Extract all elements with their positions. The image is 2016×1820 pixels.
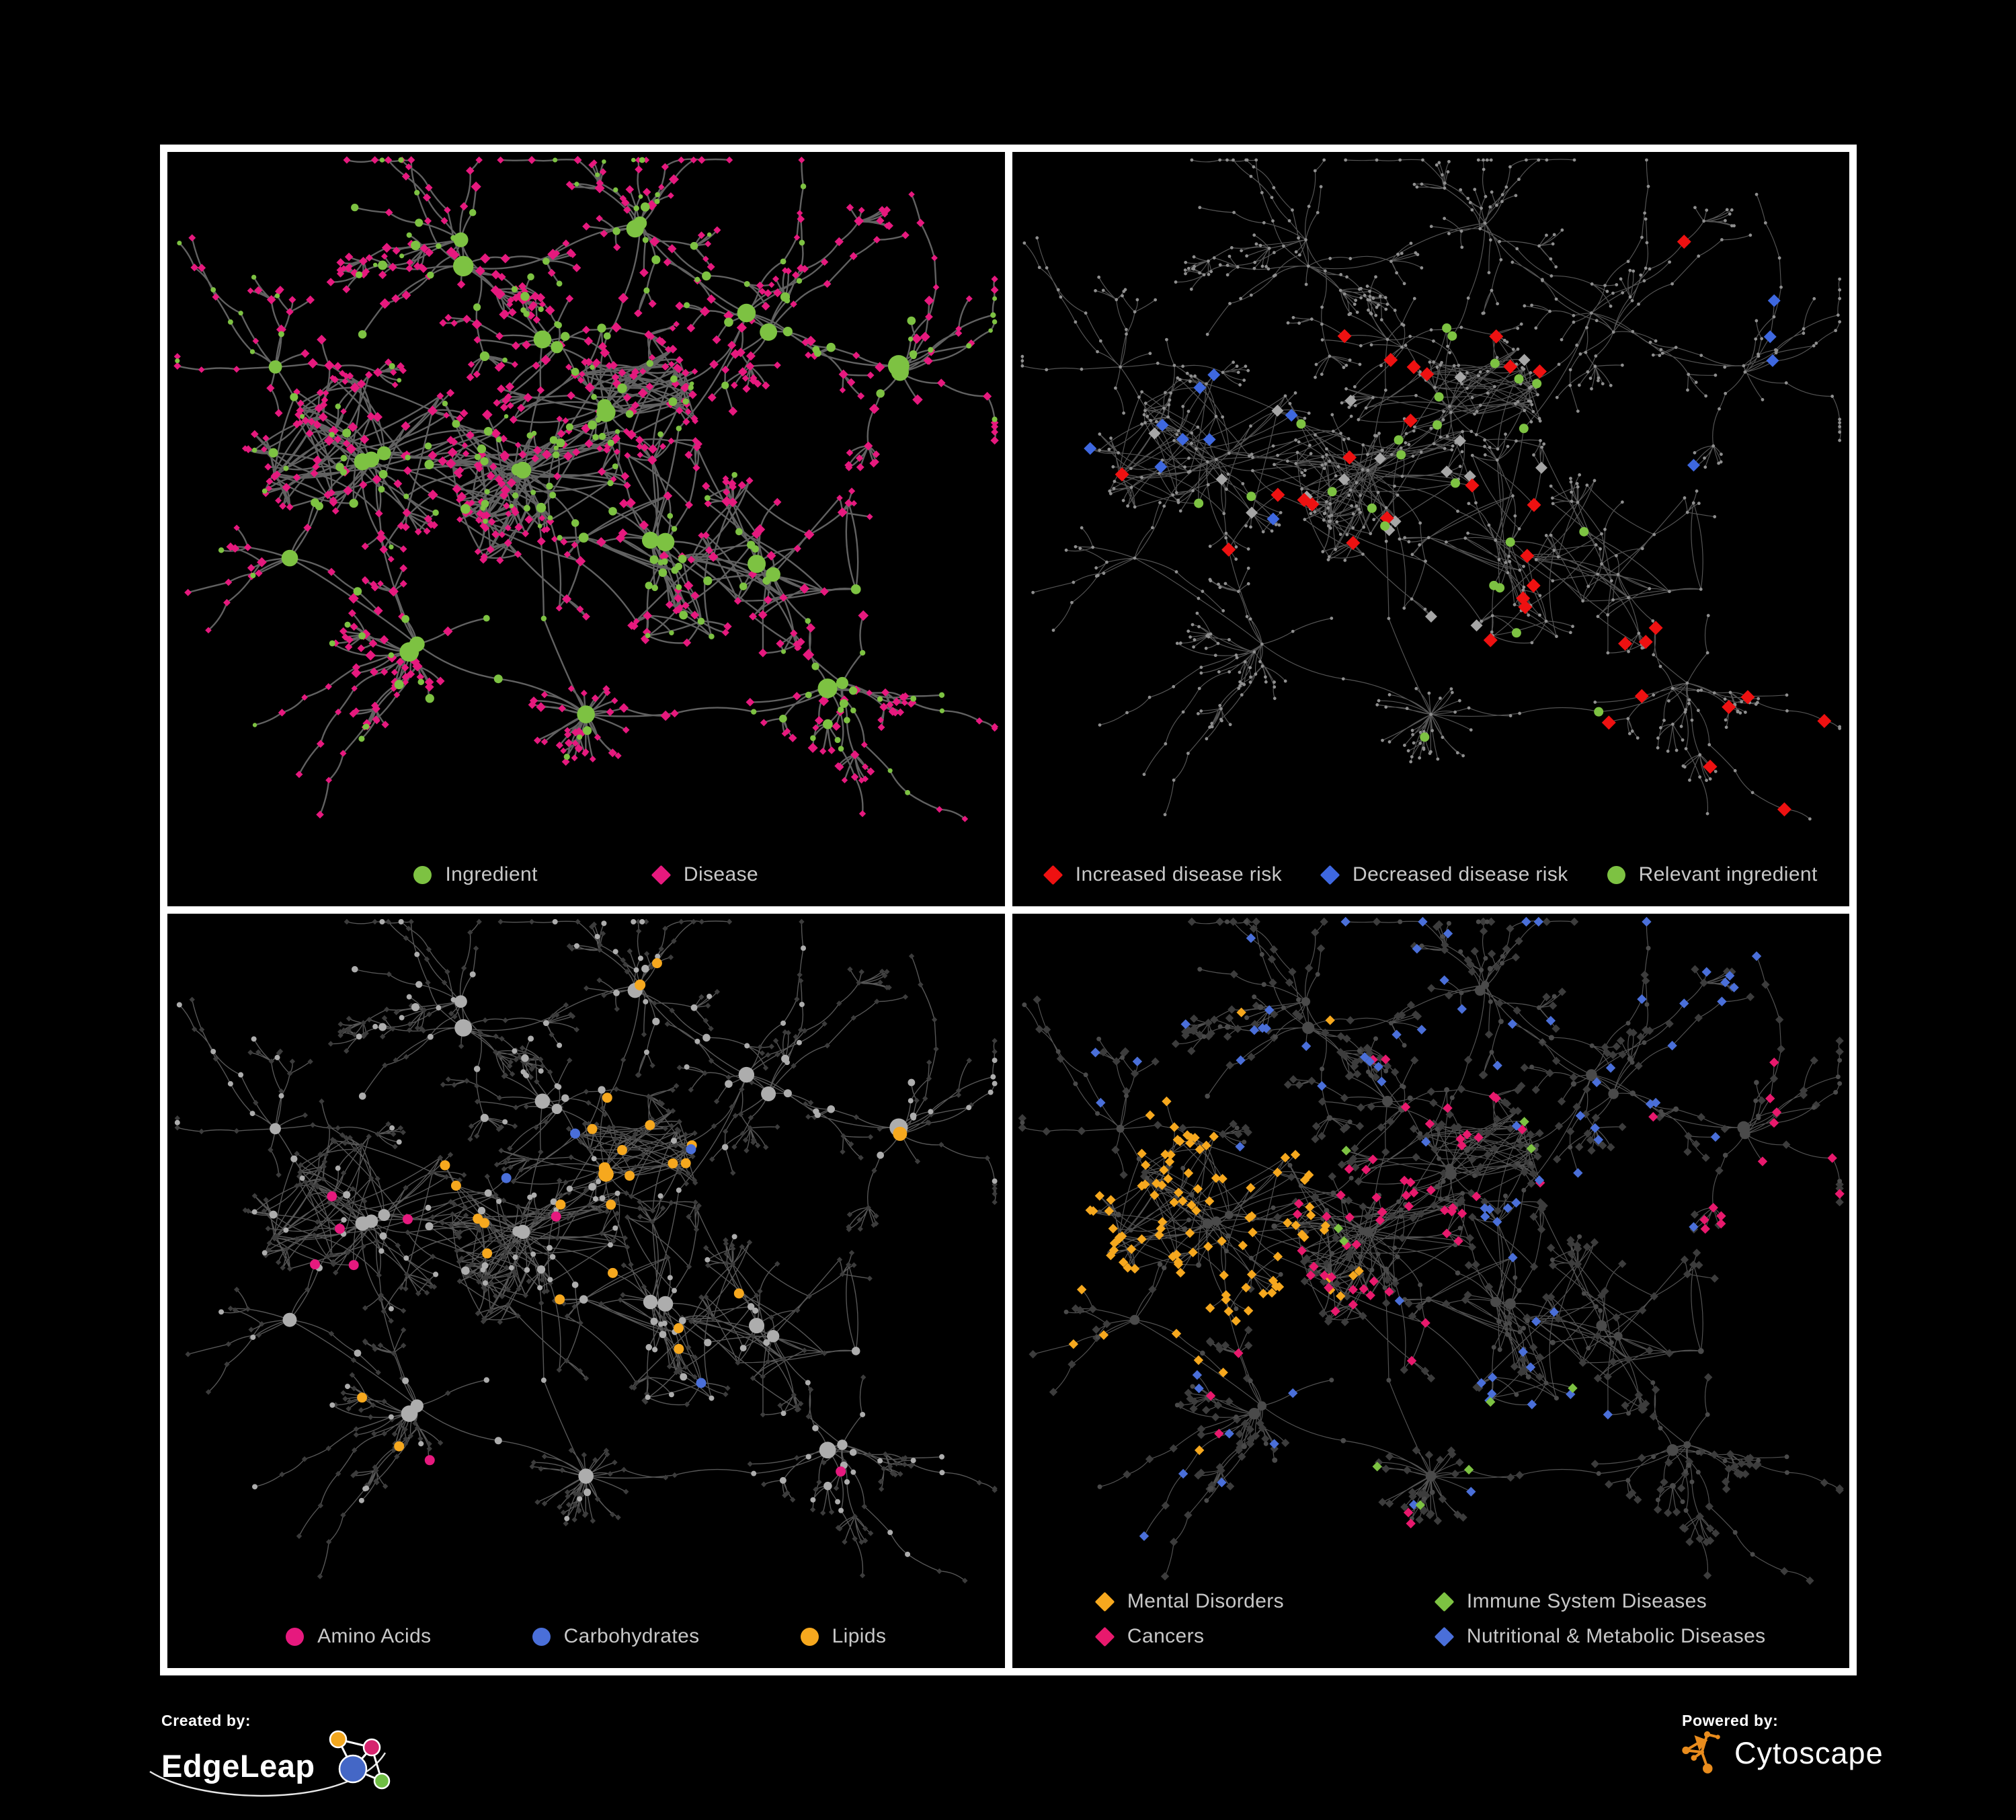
legend-item: Lipids (800, 1625, 887, 1648)
created-by-label: Created by: (161, 1712, 251, 1729)
panel-disease-risk: Increased disease risk Decreased disease … (1012, 152, 1849, 906)
network-edges (1021, 920, 1841, 1581)
legend-label: Amino Acids (317, 1625, 432, 1647)
edgeleap-credit: Created by: EdgeLeap (149, 1712, 402, 1803)
network-edges (1021, 158, 1841, 820)
legend-item: Nutritional & Metabolic Diseases (1434, 1625, 1766, 1648)
panel-nutrient-classes: Amino Acids Carbohydrates Lipids (167, 914, 1005, 1668)
cytoscape-wordmark: Cytoscape (1734, 1736, 1884, 1770)
network-graph-nutrient-classes (174, 918, 998, 1584)
legend-item: Increased disease risk (1043, 863, 1283, 886)
legend-item: Immune System Diseases (1434, 1590, 1766, 1613)
legend-ingredient-disease: Ingredient Disease (184, 863, 989, 886)
legend-label: Carbohydrates (563, 1625, 700, 1647)
legend-label: Increased disease risk (1075, 863, 1283, 885)
network-graph-ingredient-disease (173, 155, 999, 822)
cytoscape-network-icon (1682, 1731, 1720, 1774)
legend-label: Ingredient (445, 863, 538, 885)
diamond-marker-icon (1094, 1626, 1115, 1647)
circle-marker-icon (286, 1627, 305, 1646)
circle-marker-icon (800, 1627, 819, 1646)
node-diamonds-mental (1068, 1007, 1364, 1456)
diamond-marker-icon (651, 865, 672, 885)
legend-label: Decreased disease risk (1353, 863, 1568, 885)
panel-disease-classes: Mental Disorders Immune System Diseases Ca… (1012, 914, 1849, 1668)
legend-label: Disease (683, 863, 759, 885)
legend-nutrient-classes: Amino Acids Carbohydrates Lipids (184, 1625, 989, 1648)
diamond-marker-icon (1434, 1626, 1455, 1647)
legend-label: Immune System Diseases (1466, 1590, 1707, 1612)
legend-label: Nutritional & Metabolic Diseases (1466, 1625, 1766, 1647)
edgeleap-wordmark: EdgeLeap (161, 1748, 315, 1784)
legend-disease-classes: Mental Disorders Immune System Diseases Ca… (1029, 1590, 1834, 1648)
diamond-marker-icon (1434, 1591, 1455, 1612)
legend-row: Ingredient Disease (413, 863, 758, 886)
powered-by-label: Powered by: (1682, 1712, 1779, 1729)
circle-marker-icon (532, 1627, 551, 1646)
legend-row: Amino Acids Carbohydrates Lipids (286, 1625, 886, 1648)
legend-item: Carbohydrates (532, 1625, 700, 1648)
diamond-marker-icon (1094, 1591, 1115, 1612)
cytoscape-credit: Powered by: Cytoscape (1682, 1712, 1884, 1776)
panels-grid: Ingredient Disease Increased disease risk… (160, 145, 1857, 1675)
legend-label: Relevant ingredient (1638, 863, 1818, 885)
panel-ingredient-disease: Ingredient Disease (167, 152, 1005, 906)
legend-item: Mental Disorders (1094, 1590, 1435, 1613)
cytoscape-logo: Cytoscape (1682, 1731, 1884, 1776)
legend-row: Mental Disorders Immune System Diseases Ca… (1094, 1590, 1766, 1648)
legend-label: Cancers (1127, 1625, 1205, 1647)
legend-item: Disease (651, 863, 759, 886)
network-graph-disease-classes (1018, 916, 1845, 1585)
legend-label: Mental Disorders (1127, 1590, 1285, 1612)
network-graph-disease-risk (1020, 158, 1841, 821)
circle-marker-icon (1607, 865, 1625, 884)
diamond-marker-icon (1320, 865, 1340, 885)
legend-label: Lipids (832, 1625, 887, 1647)
edgeleap-network-icon (149, 1730, 390, 1797)
legend-item: Amino Acids (286, 1625, 431, 1648)
legend-item: Cancers (1094, 1625, 1435, 1648)
node-diamonds-cancer (1205, 1054, 1845, 1529)
legend-item: Ingredient (413, 863, 537, 886)
legend-item: Relevant ingredient (1607, 863, 1818, 886)
legend-item: Decreased disease risk (1320, 863, 1568, 886)
legend-disease-risk: Increased disease risk Decreased disease … (1029, 863, 1834, 886)
edgeleap-logo: EdgeLeap (149, 1730, 402, 1803)
legend-row: Increased disease risk Decreased disease … (1043, 863, 1818, 886)
node-diamonds-red (1115, 234, 1831, 817)
circle-marker-icon (413, 865, 432, 884)
diamond-marker-icon (1043, 865, 1063, 885)
